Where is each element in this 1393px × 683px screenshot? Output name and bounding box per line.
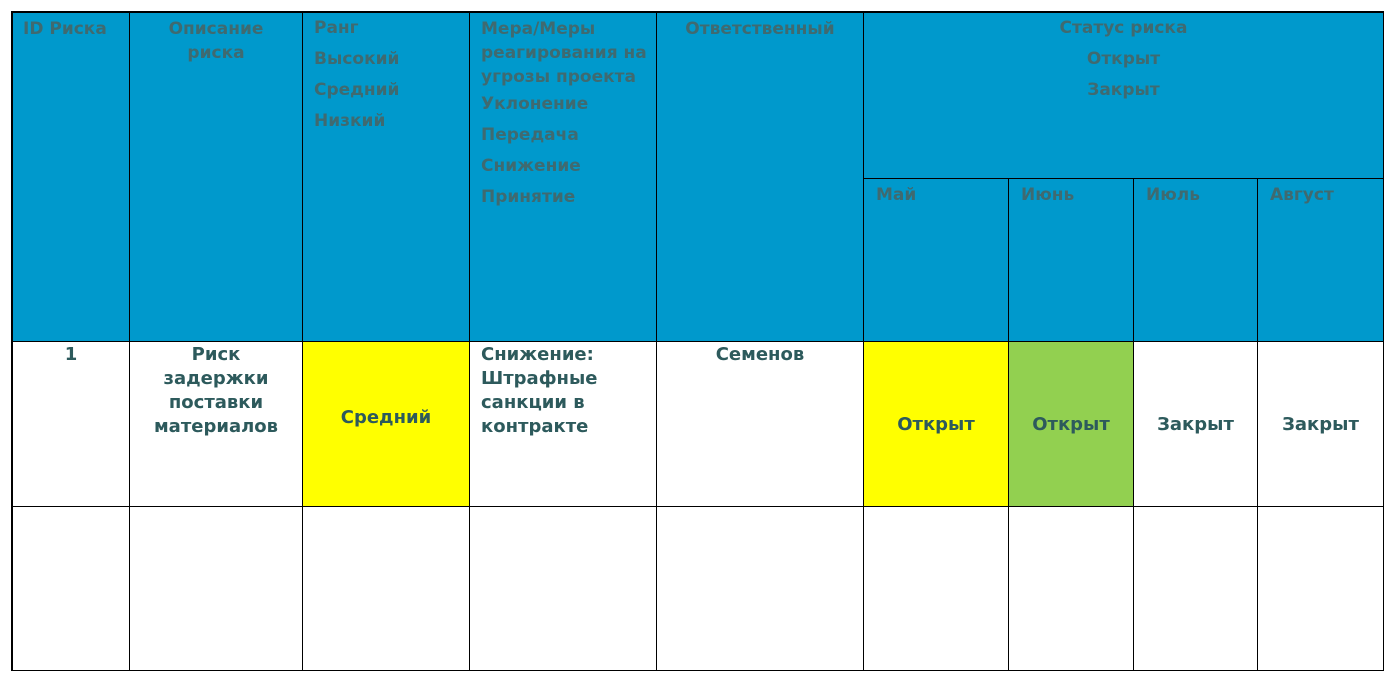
cell: Открыт (863, 341, 1009, 507)
cell-text: Открыт (1032, 413, 1110, 435)
cell-text: Средний (340, 406, 432, 428)
header-text: Ранг (314, 18, 359, 38)
header-text: Ответственный (685, 19, 835, 39)
cell-text: Риск задержки поставки материалов (153, 344, 279, 437)
cell: Семенов (656, 341, 864, 507)
header-cell: Июнь (1008, 178, 1134, 342)
header-cell: Статус риска Открыт Закрыт (863, 12, 1384, 179)
empty-cell (1257, 506, 1384, 671)
header-text: Июнь (1021, 185, 1075, 205)
cell-text: 1 (64, 344, 78, 365)
header-text: Передача (481, 125, 579, 145)
header-cell: Ответственный (656, 12, 864, 342)
cell-text: Закрыт (1282, 413, 1359, 435)
empty-cell (129, 506, 303, 671)
header-text: Открыт (1086, 49, 1161, 69)
cell: Риск задержки поставки материалов (129, 341, 303, 507)
header-cell: Описание риска (129, 12, 303, 342)
header-cell: Ранг Высокий Средний Низкий (302, 12, 470, 342)
header-text: Описание риска (168, 19, 264, 63)
cell: Снижение: Штрафные санкции в контракте (469, 341, 657, 507)
header-text: Мера/Меры реагирования на угрозы проекта (481, 19, 647, 87)
header-cell: Август (1257, 178, 1384, 342)
header-text: Закрыт (1087, 80, 1160, 100)
cell: 1 (12, 341, 130, 507)
header-text: Уклонение (481, 94, 589, 114)
header-text: Низкий (314, 111, 386, 131)
empty-cell (469, 506, 657, 671)
empty-cell (12, 506, 130, 671)
header-text: Высокий (314, 49, 400, 69)
cell: Закрыт (1257, 341, 1384, 507)
cell-text: Закрыт (1157, 413, 1234, 435)
header-text: Снижение (481, 156, 581, 176)
empty-cell (1133, 506, 1258, 671)
header-cell: ID Риска (12, 12, 130, 342)
header-cell: Июль (1133, 178, 1258, 342)
header-cell: Май (863, 178, 1009, 342)
empty-cell (302, 506, 470, 671)
empty-cell (656, 506, 864, 671)
cell: Средний (302, 341, 470, 507)
cell-text: Открыт (897, 413, 975, 435)
header-text: ID Риска (23, 19, 107, 39)
cell: Открыт (1008, 341, 1134, 507)
cell: Закрыт (1133, 341, 1258, 507)
cell-text: Семенов (715, 344, 805, 365)
empty-cell (1008, 506, 1134, 671)
header-cell: Мера/Меры реагирования на угрозы проекта… (469, 12, 657, 342)
header-text: Статус риска (1059, 18, 1188, 38)
header-text: Июль (1146, 185, 1200, 205)
empty-cell (863, 506, 1009, 671)
header-text: Май (876, 185, 917, 205)
header-text: Средний (314, 80, 400, 100)
cell-text: Снижение: Штрафные санкции в контракте (481, 344, 598, 437)
header-text: Принятие (481, 187, 576, 207)
header-text: Август (1270, 185, 1334, 205)
